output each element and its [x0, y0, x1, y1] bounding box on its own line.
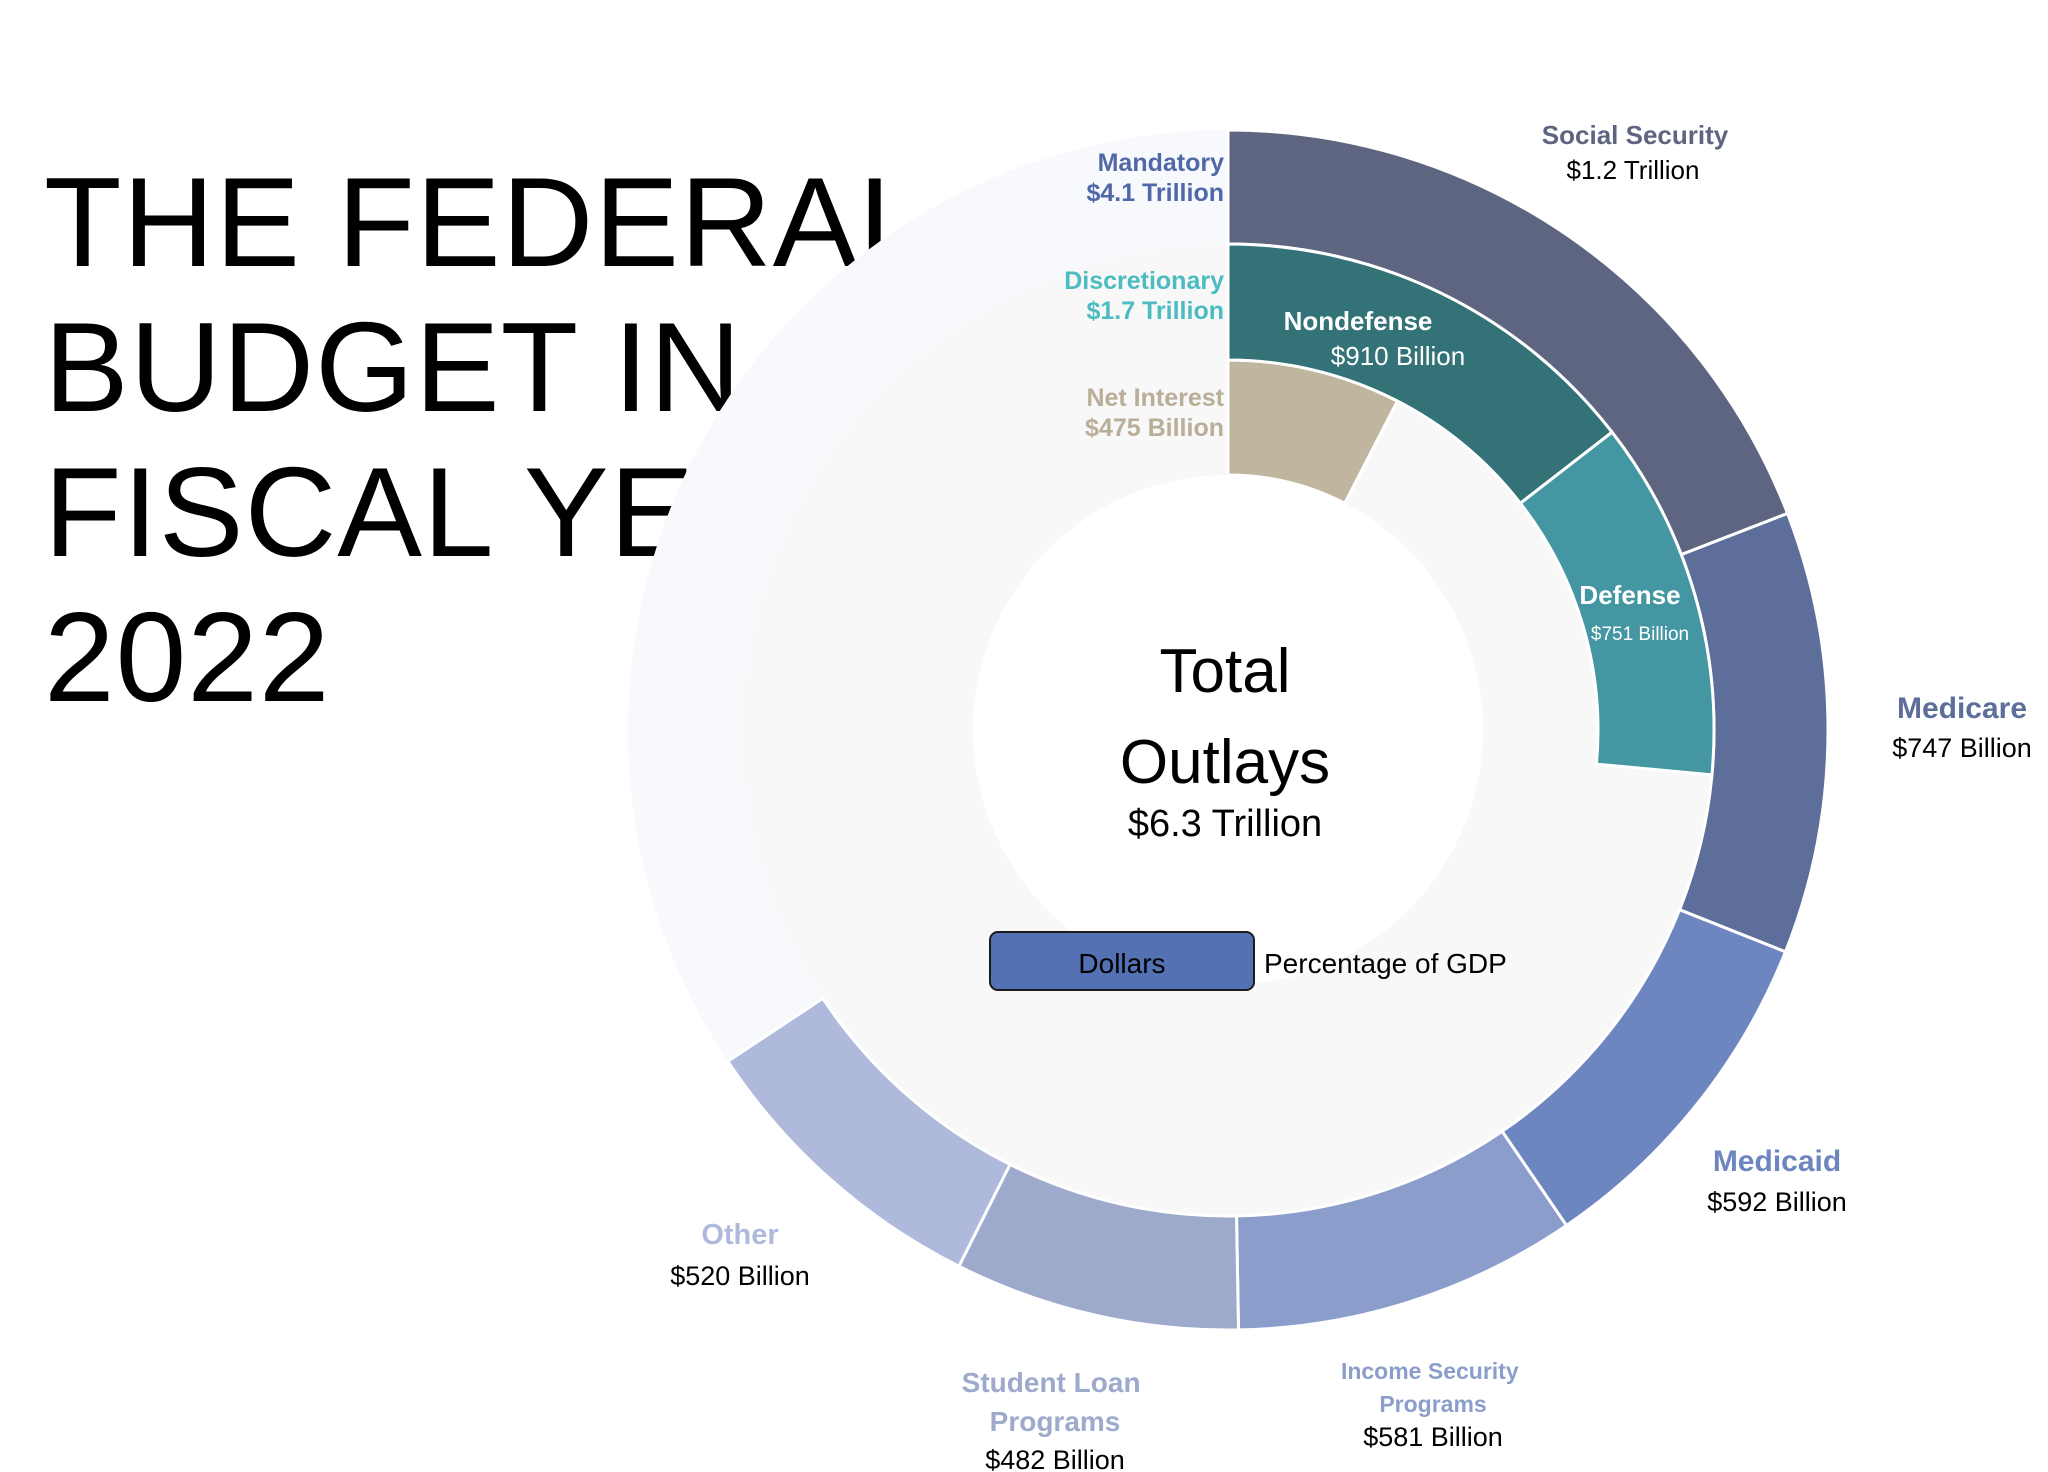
- title-line-2: BUDGET IN: [44, 296, 743, 438]
- dollars-toggle-button[interactable]: Dollars: [989, 931, 1255, 991]
- medicare-value: $747 Billion: [1892, 733, 2032, 763]
- income-security-label-line1: Income Security: [1341, 1358, 1519, 1384]
- medicare-label: Medicare: [1897, 692, 2027, 725]
- income-security-label: Income Security Programs: [1341, 1358, 1525, 1417]
- social-security-value: $1.2 Trillion: [1567, 155, 1700, 185]
- nondefense-value: $910 Billion: [1331, 341, 1465, 371]
- student-loan-label: Student Loan Programs: [962, 1367, 1149, 1437]
- net-interest-group-label: Net Interest: [1086, 384, 1224, 412]
- income-security-label-line2: Programs: [1379, 1391, 1486, 1417]
- other-value: $520 Billion: [670, 1261, 810, 1291]
- center-hole: [973, 475, 1483, 985]
- student-loan-label-line2: Programs: [990, 1406, 1121, 1437]
- discretionary-group-label: Discretionary: [1064, 267, 1224, 295]
- mandatory-group-label: Mandatory: [1098, 149, 1225, 177]
- net-interest-group-value: $475 Billion: [1085, 414, 1224, 442]
- discretionary-group-value: $1.7 Trillion: [1086, 297, 1224, 325]
- other-segment[interactable]: [725, 996, 1013, 1269]
- nondefense-label: Nondefense: [1284, 306, 1433, 336]
- center-total-amount: $6.3 Trillion: [1128, 803, 1322, 845]
- center-label-total: Total: [1160, 637, 1291, 706]
- title-line-1: THE FEDERAL: [44, 151, 931, 293]
- mandatory-segments: [725, 128, 1830, 1332]
- discretionary-segments: [1226, 242, 1716, 777]
- defense-segment[interactable]: [1518, 430, 1716, 777]
- medicaid-value: $592 Billion: [1707, 1187, 1847, 1217]
- dollars-toggle-label: Dollars: [1078, 948, 1165, 979]
- defense-label: Defense: [1579, 580, 1680, 610]
- title-line-4: 2022: [44, 586, 331, 728]
- mandatory-group-value: $4.1 Trillion: [1086, 179, 1224, 207]
- student-loan-label-line1: Student Loan: [962, 1367, 1141, 1398]
- medicaid-label: Medicaid: [1713, 1145, 1841, 1178]
- other-label: Other: [701, 1219, 778, 1251]
- student-loan-value: $482 Billion: [985, 1445, 1125, 1472]
- social-security-label: Social Security: [1542, 120, 1729, 150]
- income-security-value: $581 Billion: [1363, 1422, 1503, 1452]
- dollars-toggle-background: [989, 931, 1255, 991]
- defense-value: $751 Billion: [1591, 624, 1689, 645]
- gdp-percentage-toggle-button[interactable]: Percentage of GDP: [1264, 948, 1507, 979]
- center-label-outlays: Outlays: [1120, 728, 1330, 797]
